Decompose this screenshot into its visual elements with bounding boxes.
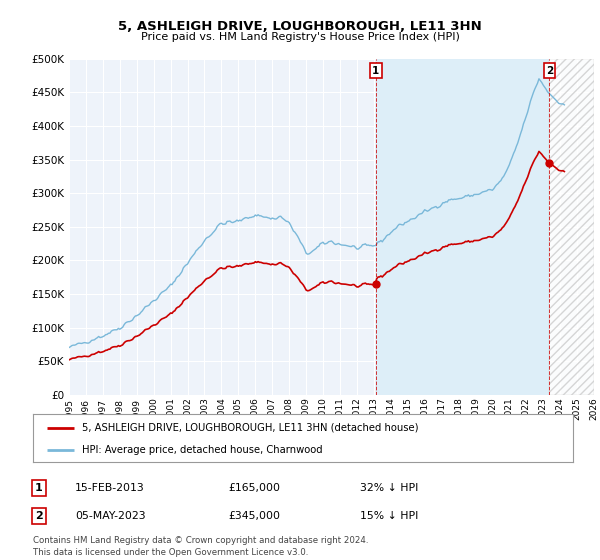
Text: 15-FEB-2013: 15-FEB-2013	[75, 483, 145, 493]
Text: Contains HM Land Registry data © Crown copyright and database right 2024.
This d: Contains HM Land Registry data © Crown c…	[33, 536, 368, 557]
Text: £345,000: £345,000	[228, 511, 280, 521]
Bar	[550, 59, 594, 395]
Text: 2: 2	[546, 66, 553, 76]
Bar	[550, 59, 594, 395]
Text: 05-MAY-2023: 05-MAY-2023	[75, 511, 146, 521]
Text: 1: 1	[372, 66, 379, 76]
Bar	[376, 59, 550, 395]
Text: 32% ↓ HPI: 32% ↓ HPI	[360, 483, 418, 493]
Text: 5, ASHLEIGH DRIVE, LOUGHBOROUGH, LE11 3HN: 5, ASHLEIGH DRIVE, LOUGHBOROUGH, LE11 3H…	[118, 20, 482, 32]
Text: HPI: Average price, detached house, Charnwood: HPI: Average price, detached house, Char…	[82, 445, 322, 455]
Text: 2: 2	[35, 511, 43, 521]
Text: 1: 1	[35, 483, 43, 493]
Text: 15% ↓ HPI: 15% ↓ HPI	[360, 511, 418, 521]
Text: 5, ASHLEIGH DRIVE, LOUGHBOROUGH, LE11 3HN (detached house): 5, ASHLEIGH DRIVE, LOUGHBOROUGH, LE11 3H…	[82, 423, 418, 433]
Text: £165,000: £165,000	[228, 483, 280, 493]
Text: Price paid vs. HM Land Registry's House Price Index (HPI): Price paid vs. HM Land Registry's House …	[140, 32, 460, 42]
